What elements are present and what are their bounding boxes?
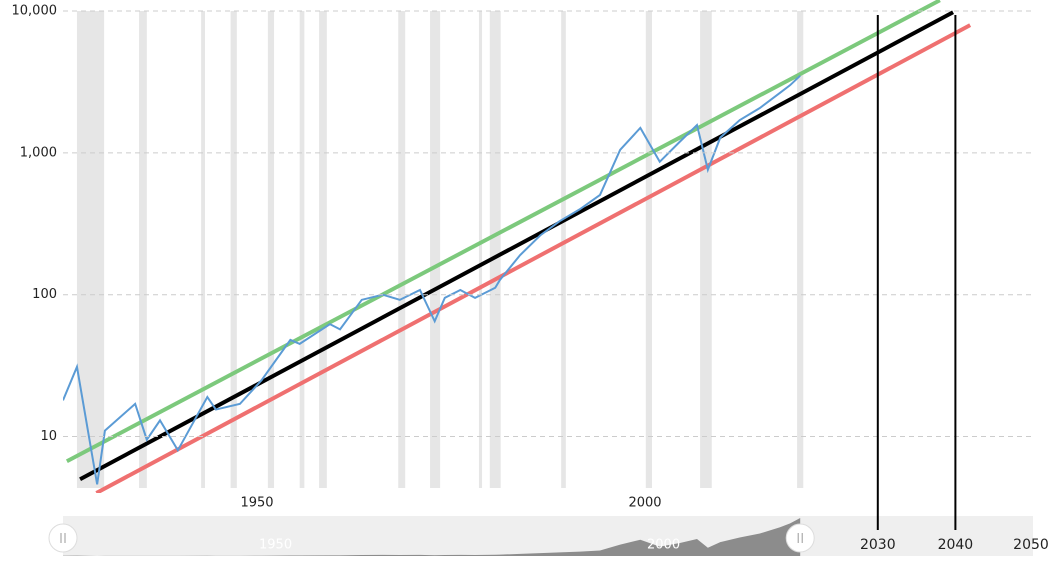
y-tick-label: 10,000 xyxy=(12,4,58,19)
recession-band xyxy=(267,11,275,488)
recession-band xyxy=(76,11,105,488)
recession-band xyxy=(430,11,441,488)
recession-band xyxy=(478,11,483,488)
x-tick-label: 1950 xyxy=(240,496,273,511)
recession-band xyxy=(489,11,501,488)
plot-area xyxy=(63,0,972,493)
recession-band xyxy=(230,11,237,488)
bottom-tick-label: 2040 xyxy=(938,537,974,553)
recession-band xyxy=(700,11,712,488)
navigator-area xyxy=(63,518,801,556)
y-tick-label: 100 xyxy=(32,287,57,302)
trend-line xyxy=(79,10,955,482)
trend-line xyxy=(95,23,972,493)
navigator-background xyxy=(63,516,1033,556)
recession-band xyxy=(797,11,804,488)
y-tick-label: 10 xyxy=(40,429,57,444)
trend-line xyxy=(65,0,941,463)
series-line xyxy=(63,74,801,485)
recession-band xyxy=(398,11,406,488)
navigator-handle xyxy=(48,523,78,553)
recession-band xyxy=(645,11,652,488)
navigator-label: 2000 xyxy=(647,538,680,553)
x-tick-label: 2000 xyxy=(628,496,661,511)
bottom-tick-label: 2050 xyxy=(1013,537,1049,553)
recession-band xyxy=(319,11,327,488)
navigator-handle xyxy=(785,523,815,553)
recession-band xyxy=(299,11,305,488)
recession-band xyxy=(139,11,147,488)
navigator-label: 1950 xyxy=(259,538,292,553)
y-tick-label: 1,000 xyxy=(20,145,57,160)
recession-band xyxy=(561,11,566,488)
bottom-tick-label: 2030 xyxy=(860,537,896,553)
recession-band xyxy=(201,11,206,488)
